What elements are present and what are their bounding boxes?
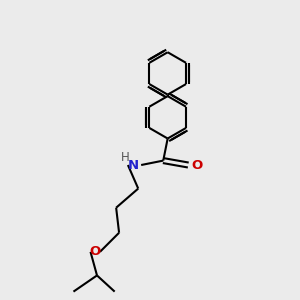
Text: N: N <box>128 158 140 172</box>
Text: O: O <box>192 158 203 172</box>
Text: H: H <box>121 151 129 164</box>
Text: O: O <box>89 245 100 258</box>
